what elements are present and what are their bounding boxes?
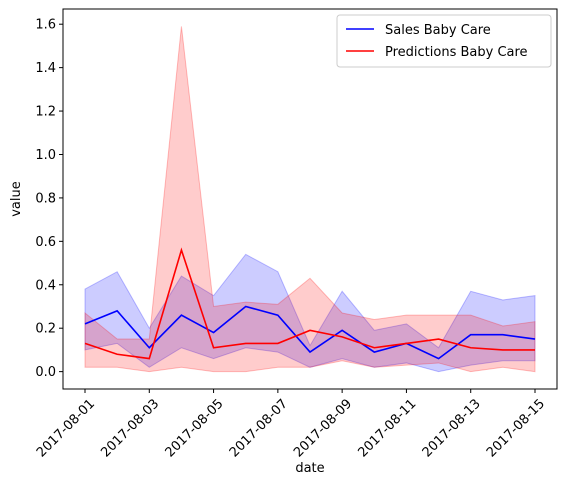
plot-frame — [62, 8, 558, 390]
y-tick-label: 0.8 — [35, 191, 56, 206]
y-tick-label: 0.0 — [35, 365, 56, 380]
legend-box — [336, 14, 552, 68]
x-axis-label: date — [295, 461, 324, 476]
x-tick-label: 2017-08-03 — [98, 396, 162, 460]
y-tick-label: 0.4 — [35, 278, 56, 293]
band-series-2 — [84, 26, 536, 373]
y-axis-label: value — [9, 181, 24, 217]
legend-label-1: Sales Baby Care — [385, 23, 491, 38]
x-axis-ticks: 2017-08-01 2017-08-03 2017-08-05 2017-08-07… — [34, 389, 548, 460]
line-series-1 — [84, 305, 536, 360]
band-series-1 — [84, 253, 536, 373]
x-tick-label: 2017-08-13 — [420, 396, 484, 460]
x-tick-label: 2017-08-15 — [484, 396, 548, 460]
y-tick-label: 1.6 — [35, 18, 56, 33]
x-tick-label: 2017-08-01 — [34, 396, 98, 460]
y-tick-label: 1.0 — [35, 148, 56, 163]
legend-label-2: Predictions Baby Care — [385, 45, 528, 60]
x-tick-label: 2017-08-11 — [355, 396, 419, 460]
y-tick-label: 1.4 — [35, 61, 56, 76]
line-series-2 — [84, 247, 535, 360]
y-tick-label: 0.6 — [35, 235, 56, 250]
y-tick-label: 0.2 — [35, 322, 56, 337]
confidence-bands — [84, 26, 536, 373]
y-tick-label: 1.2 — [35, 105, 56, 120]
series-lines — [84, 247, 536, 360]
legend: Sales Baby Care Predictions Baby Care — [336, 14, 552, 68]
x-tick-label: 2017-08-09 — [291, 396, 355, 460]
x-tick-label: 2017-08-05 — [163, 396, 227, 460]
y-axis-ticks: 0.0 0.2 0.4 0.6 0.8 1.0 1.2 1.4 1.6 — [35, 18, 63, 380]
x-tick-label: 2017-08-07 — [227, 396, 291, 460]
